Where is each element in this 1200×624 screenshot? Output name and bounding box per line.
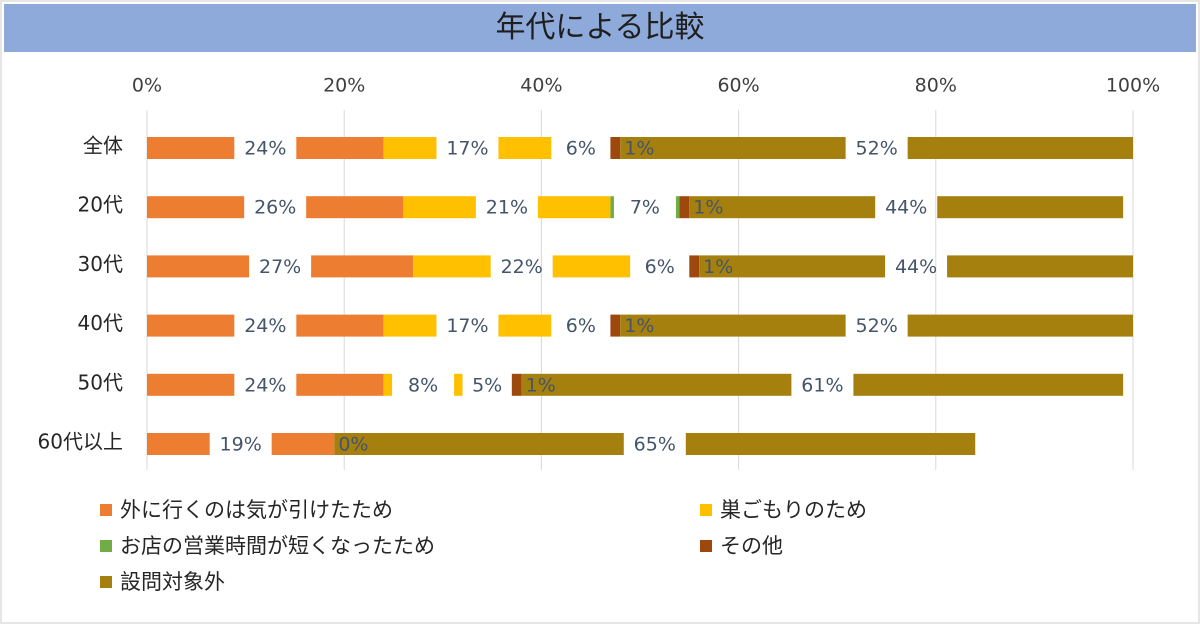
chart-title: 年代による比較 <box>495 10 705 45</box>
data-label: 19% <box>220 434 262 456</box>
category-label: 全体 <box>83 134 123 158</box>
data-label: 1% <box>526 374 556 396</box>
bar-segment <box>383 373 393 396</box>
bar-segment <box>296 314 384 337</box>
data-label: 61% <box>801 374 843 396</box>
bar-segment <box>937 196 1124 219</box>
data-label: 26% <box>254 197 296 219</box>
bar-segment <box>907 137 1133 159</box>
bar-segment <box>498 137 552 159</box>
data-label: 52% <box>856 315 898 337</box>
data-label: 27% <box>259 256 301 278</box>
data-label: 22% <box>501 256 543 278</box>
data-label: 6% <box>566 315 596 337</box>
x-tick-label: 20% <box>323 75 365 97</box>
bar-segment <box>537 196 611 219</box>
bar-segment <box>610 314 621 337</box>
title-bar: 年代による比較 <box>4 4 1196 52</box>
legend-label: 設問対象外 <box>120 570 225 594</box>
bar-segment <box>271 433 335 455</box>
data-label: 44% <box>885 197 927 219</box>
category-label: 40代 <box>78 311 123 335</box>
bar-segment <box>498 314 552 337</box>
data-label: 24% <box>244 138 286 160</box>
data-label: 17% <box>446 315 488 337</box>
bar-segment <box>147 314 235 337</box>
bar-segment <box>552 255 631 278</box>
data-label: 1% <box>703 256 733 278</box>
x-tick-label: 60% <box>717 75 759 97</box>
bar-segment <box>853 373 1124 396</box>
bar-segment <box>311 255 414 278</box>
bar-segment <box>620 314 846 337</box>
bar-segment <box>296 137 384 159</box>
bar-segment <box>383 314 437 337</box>
bar-segment <box>413 255 491 278</box>
legend-label: お店の営業時間が短くなったため <box>120 534 435 558</box>
data-label: 8% <box>408 374 438 396</box>
bar-segment <box>403 196 476 219</box>
legend-label: 巣ごもりのため <box>720 498 867 522</box>
category-label: 30代 <box>78 252 123 276</box>
x-tick-label: 40% <box>520 75 562 97</box>
bar-segment <box>147 196 245 219</box>
category-label: 20代 <box>78 193 123 217</box>
bar-segment <box>296 373 384 396</box>
data-label: 24% <box>244 374 286 396</box>
data-label: 6% <box>645 256 675 278</box>
legend-swatch <box>100 540 112 552</box>
data-label: 6% <box>566 138 596 160</box>
bar-segment <box>679 196 690 219</box>
bar-segment <box>685 433 976 455</box>
data-label: 17% <box>446 138 488 160</box>
data-label: 1% <box>624 315 654 337</box>
legend-label: その他 <box>720 534 783 558</box>
bar-segment <box>147 373 235 396</box>
data-label: 21% <box>486 197 528 219</box>
data-label: 7% <box>630 197 660 219</box>
category-label: 60代以上 <box>38 430 123 454</box>
data-label: 52% <box>856 138 898 160</box>
legend-swatch <box>700 540 712 552</box>
legend-swatch <box>700 504 712 516</box>
x-tick-label: 0% <box>132 75 162 97</box>
bar-segment <box>147 255 250 278</box>
data-label: 5% <box>472 374 502 396</box>
legend-swatch <box>100 504 112 516</box>
data-label: 1% <box>693 197 723 219</box>
legend-swatch <box>100 576 112 588</box>
bar-segment <box>383 137 437 159</box>
data-label: 65% <box>634 434 676 456</box>
bar-segment <box>454 373 463 396</box>
bar-segment <box>689 196 876 219</box>
data-label: 24% <box>244 315 286 337</box>
bar-segment <box>620 137 846 159</box>
data-label: 1% <box>624 138 654 160</box>
x-tick-label: 80% <box>915 75 957 97</box>
category-label: 50代 <box>78 370 123 394</box>
bar-segment <box>610 137 621 159</box>
bar-segment <box>610 196 614 219</box>
bar-segment <box>689 255 700 278</box>
bar-segment <box>334 433 624 455</box>
bar-segment <box>521 373 792 396</box>
data-label: 0% <box>338 434 368 456</box>
x-tick-label: 100% <box>1106 75 1160 97</box>
bar-segment <box>306 196 404 219</box>
bar-segment <box>147 137 235 159</box>
bar-segment <box>147 433 210 455</box>
bar-segment <box>907 314 1133 337</box>
bar-segment <box>511 373 522 396</box>
bar-segment <box>947 255 1133 278</box>
bar-segment <box>675 196 680 219</box>
data-label: 44% <box>895 256 937 278</box>
legend-label: 外に行くのは気が引けたため <box>120 498 393 522</box>
bar-segment <box>699 255 886 278</box>
